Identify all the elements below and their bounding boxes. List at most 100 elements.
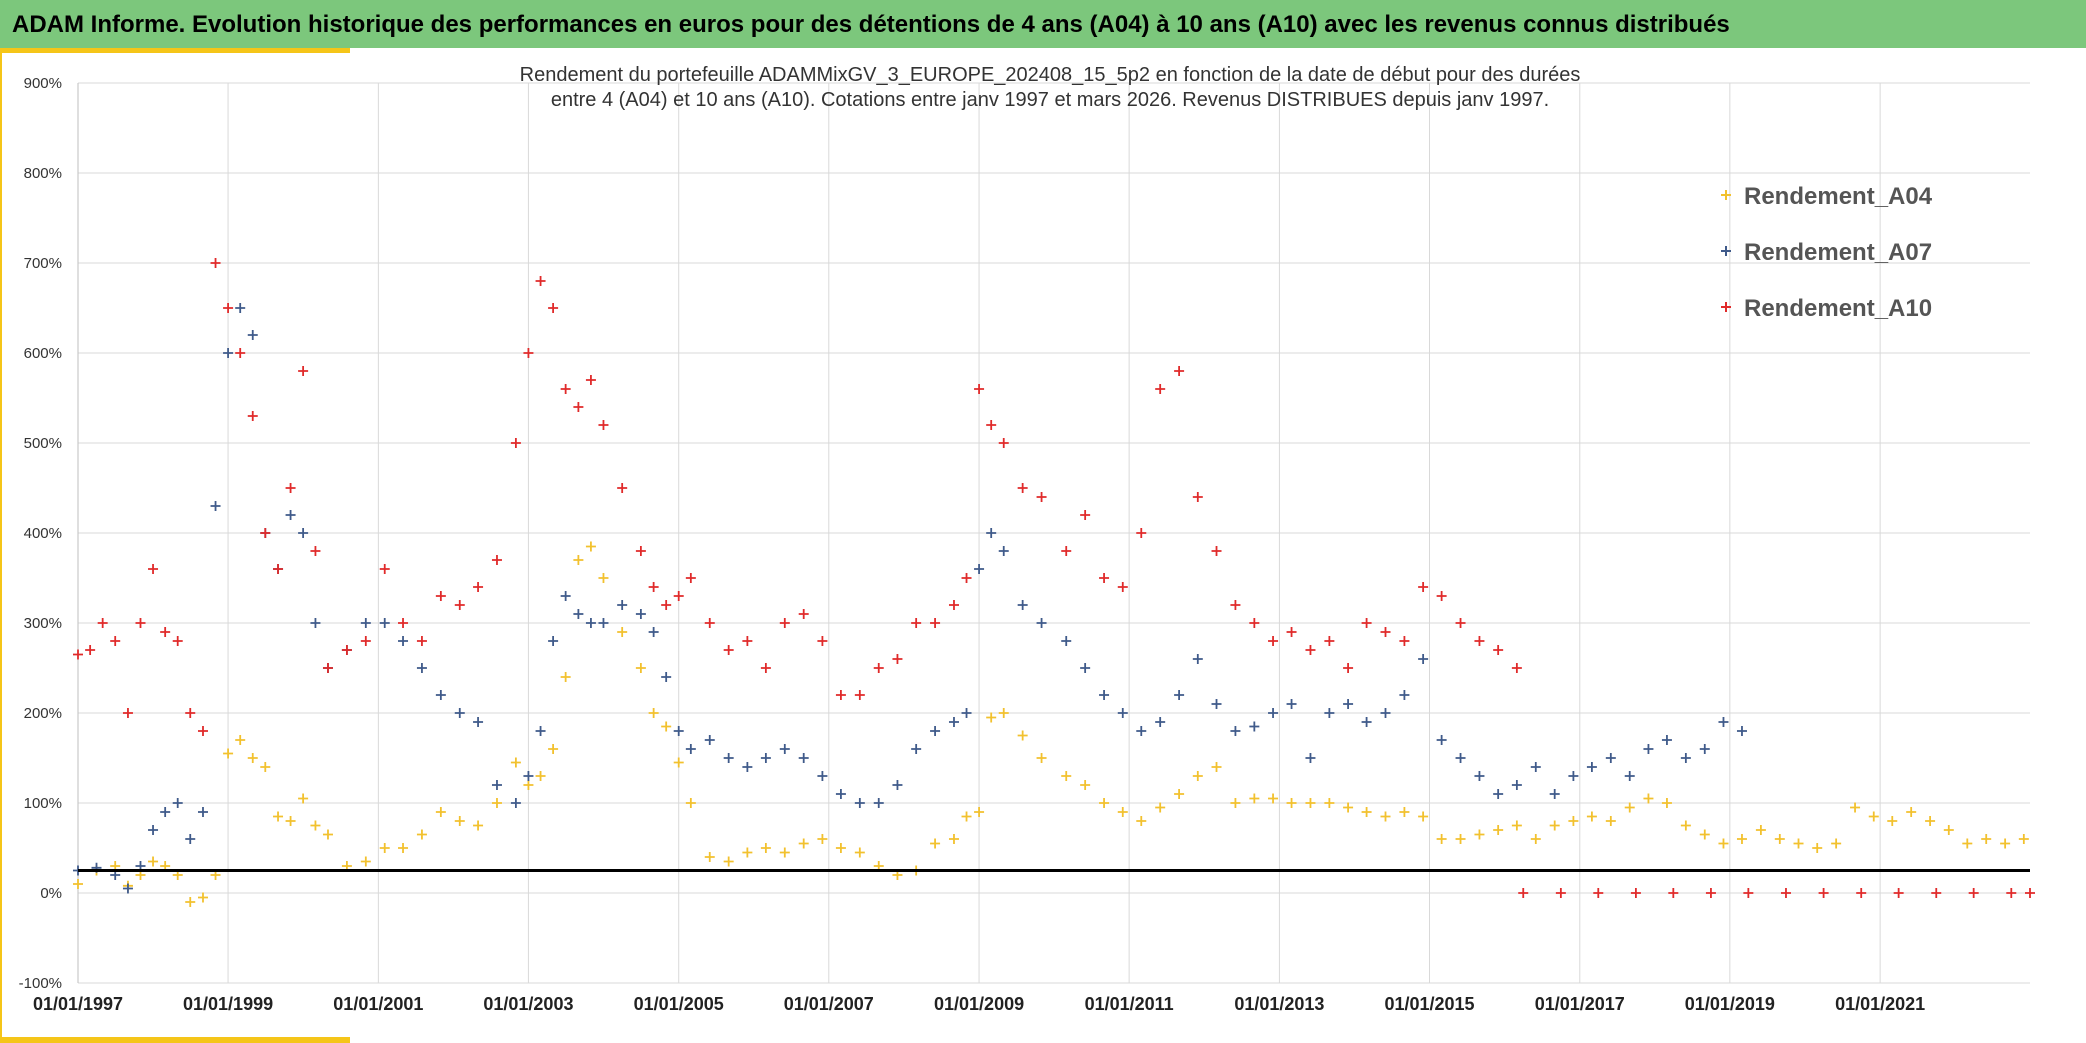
data-point xyxy=(635,546,646,556)
data-point xyxy=(1668,888,1679,898)
data-point xyxy=(1718,838,1729,849)
accent-bar-top xyxy=(0,48,350,53)
data-point xyxy=(1380,708,1391,718)
data-point xyxy=(148,564,159,574)
data-point xyxy=(1643,793,1654,804)
data-point xyxy=(1718,717,1729,727)
data-point xyxy=(454,816,465,826)
grid xyxy=(77,82,2030,984)
data-point xyxy=(1474,636,1485,646)
data-point xyxy=(742,847,753,858)
x-tick-label: 01/01/2001 xyxy=(333,994,423,1014)
data-point xyxy=(1755,825,1766,835)
data-point xyxy=(247,411,258,421)
data-point xyxy=(1361,717,1372,727)
data-point xyxy=(435,591,446,601)
data-point xyxy=(617,627,628,637)
data-point xyxy=(930,726,941,736)
data-point xyxy=(298,793,309,804)
data-point xyxy=(704,852,715,862)
data-point xyxy=(491,780,502,790)
data-point xyxy=(491,798,502,808)
data-point xyxy=(635,609,646,619)
data-point xyxy=(122,883,133,894)
data-point xyxy=(585,618,596,628)
data-point xyxy=(160,627,171,637)
x-tick-label: 01/01/2005 xyxy=(634,994,724,1014)
data-point xyxy=(1436,591,1447,601)
data-point xyxy=(2018,834,2029,844)
chart-title-line-2: entre 4 (A04) et 10 ans (A10). Cotations… xyxy=(551,89,1549,111)
data-point xyxy=(779,744,790,754)
data-point xyxy=(510,798,521,808)
data-point xyxy=(510,757,521,768)
data-point xyxy=(1136,528,1147,538)
data-point xyxy=(1080,510,1091,520)
data-point xyxy=(1887,816,1898,826)
data-point xyxy=(948,834,959,844)
data-point xyxy=(835,690,846,700)
data-point xyxy=(892,780,903,790)
data-point xyxy=(1780,888,1791,898)
data-point xyxy=(1511,820,1522,831)
data-point xyxy=(1418,654,1429,664)
chart-title-line-1: Rendement du portefeuille ADAMMixGV_3_EU… xyxy=(520,64,1581,86)
data-point xyxy=(1211,546,1222,556)
data-point xyxy=(1117,582,1128,592)
data-point xyxy=(760,753,771,763)
data-point xyxy=(260,762,271,772)
data-point xyxy=(1455,834,1466,844)
data-point xyxy=(1080,780,1091,790)
legend-marker xyxy=(1721,302,1731,312)
data-point xyxy=(273,811,284,822)
data-point xyxy=(435,807,446,817)
data-point xyxy=(1530,834,1541,844)
data-point xyxy=(930,838,941,849)
data-point xyxy=(73,649,83,660)
data-points xyxy=(73,258,2035,907)
data-point xyxy=(835,843,846,853)
data-point xyxy=(322,829,333,840)
legend-label: Rendement_A04 xyxy=(1744,183,1933,210)
data-point xyxy=(285,816,296,826)
data-point xyxy=(398,636,409,646)
data-point xyxy=(1099,798,1110,808)
x-tick-label: 01/01/2019 xyxy=(1685,994,1775,1014)
data-point xyxy=(1931,888,1942,898)
data-point xyxy=(661,600,672,610)
data-point xyxy=(1493,789,1504,799)
data-point xyxy=(1036,618,1047,628)
series-Rendement_A10 xyxy=(73,258,1522,736)
data-point xyxy=(523,780,534,790)
data-point xyxy=(1624,771,1635,781)
data-point xyxy=(648,627,659,637)
data-point xyxy=(1249,793,1260,804)
data-point xyxy=(285,510,296,520)
data-point xyxy=(661,721,672,732)
data-point xyxy=(1474,829,1485,840)
x-tick-label: 01/01/2011 xyxy=(1085,994,1174,1014)
data-point xyxy=(273,564,284,574)
data-point xyxy=(416,636,427,646)
data-point xyxy=(310,820,321,831)
page-title: ADAM Informe. Evolution historique des p… xyxy=(12,11,1730,38)
data-point xyxy=(742,636,753,646)
data-point xyxy=(1136,816,1147,826)
data-point xyxy=(473,582,484,592)
data-point xyxy=(1230,600,1241,610)
data-point xyxy=(1868,811,1879,822)
data-point xyxy=(172,798,183,808)
data-point xyxy=(1605,753,1616,763)
data-point xyxy=(1305,645,1316,655)
data-point xyxy=(1017,600,1028,610)
data-point xyxy=(1968,888,1979,898)
data-point xyxy=(1324,636,1335,646)
y-tick-label: 600% xyxy=(24,345,62,362)
data-point xyxy=(817,636,828,646)
data-point xyxy=(398,618,409,628)
accent-bar-bottom xyxy=(0,1037,350,1043)
data-point xyxy=(948,717,959,727)
y-tick-label: -100% xyxy=(19,975,62,992)
data-point xyxy=(1324,708,1335,718)
